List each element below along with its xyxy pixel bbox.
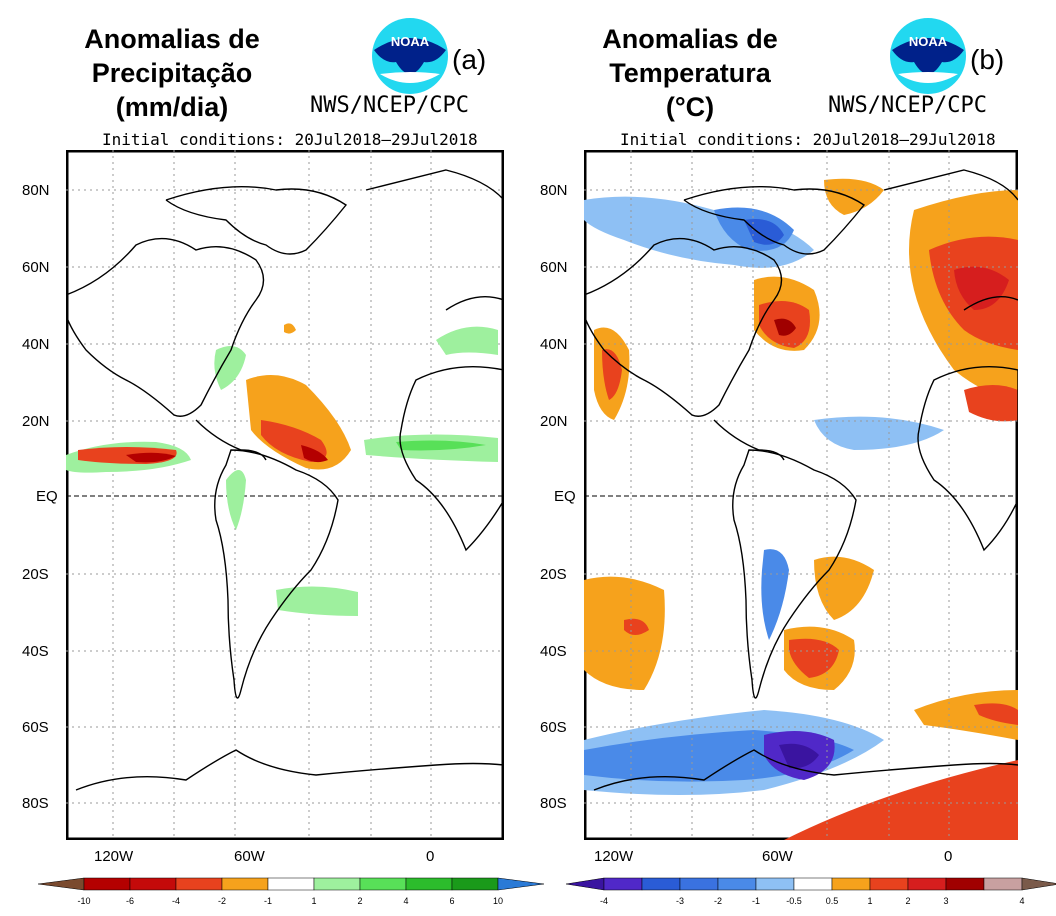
- title-line: Anomalias de: [602, 24, 778, 54]
- panel-label: (b): [970, 44, 1005, 75]
- initial-conditions: Initial conditions: 20Jul2018–29Jul2018: [102, 130, 478, 149]
- svg-text:1: 1: [311, 896, 316, 906]
- agency-label: NWS/NCEP/CPC: [828, 93, 987, 118]
- svg-text:-10: -10: [77, 896, 90, 906]
- lat-label: 80N: [22, 182, 50, 199]
- lat-label: 60N: [22, 259, 50, 276]
- longitude-labels: 120W 60W 0: [584, 848, 1018, 868]
- agency-label: NWS/NCEP/CPC: [310, 93, 469, 118]
- lat-label: 20S: [540, 566, 567, 583]
- lon-label: 0: [944, 848, 953, 865]
- lat-label: 20N: [22, 413, 50, 430]
- lon-label: 120W: [594, 848, 634, 865]
- lon-label: 0: [426, 848, 435, 865]
- lat-label: 40S: [22, 643, 49, 660]
- lat-label: EQ: [554, 488, 576, 505]
- lat-label: 60N: [540, 259, 568, 276]
- lat-label: EQ: [36, 488, 58, 505]
- lat-label: 20S: [22, 566, 49, 583]
- lat-label: 40N: [22, 336, 50, 353]
- title-line: Anomalias de: [84, 24, 260, 54]
- lat-label: 40N: [540, 336, 568, 353]
- latitude-labels: 80N 60N 40N 20N EQ 20S 40S 60S 80S: [540, 150, 584, 840]
- latitude-labels: 80N 60N 40N 20N EQ 20S 40S 60S 80S: [22, 150, 66, 840]
- svg-text:-2: -2: [714, 896, 722, 906]
- panel-label: (a): [452, 44, 487, 75]
- title-line: (mm/dia): [115, 92, 229, 122]
- noaa-logo-icon: NOAA: [890, 18, 966, 94]
- lat-label: 60S: [22, 719, 49, 736]
- lon-label: 60W: [234, 848, 265, 865]
- svg-text:4: 4: [403, 896, 408, 906]
- svg-text:2: 2: [357, 896, 362, 906]
- svg-text:-1: -1: [264, 896, 272, 906]
- temperature-anomaly-panel: Anomalias de Temperatura (°C) NOAA (b) N…: [518, 0, 1056, 916]
- svg-text:10: 10: [493, 896, 503, 906]
- svg-text:-0.5: -0.5: [786, 896, 802, 906]
- title-line: Precipitação: [91, 58, 253, 88]
- lat-label: 80S: [540, 795, 567, 812]
- lat-label: 20N: [540, 413, 568, 430]
- svg-text:-3: -3: [676, 896, 684, 906]
- initial-conditions: Initial conditions: 20Jul2018–29Jul2018: [620, 130, 996, 149]
- precipitation-map: [66, 150, 504, 840]
- svg-text:NOAA: NOAA: [909, 34, 948, 49]
- svg-text:-4: -4: [600, 896, 608, 906]
- title-line: (°C): [665, 92, 715, 122]
- svg-text:-1: -1: [752, 896, 760, 906]
- noaa-logo-icon: NOAA: [372, 18, 448, 94]
- svg-text:1: 1: [867, 896, 872, 906]
- svg-text:-4: -4: [172, 896, 180, 906]
- svg-text:6: 6: [449, 896, 454, 906]
- lat-label: 80S: [22, 795, 49, 812]
- lat-label: 60S: [540, 719, 567, 736]
- panel-title: Anomalias de Precipitação (mm/dia): [57, 22, 287, 124]
- longitude-labels: 120W 60W 0: [66, 848, 504, 868]
- lon-label: 120W: [94, 848, 134, 865]
- svg-text:-2: -2: [218, 896, 226, 906]
- svg-text:NOAA: NOAA: [391, 34, 430, 49]
- title-line: Temperatura: [609, 58, 771, 88]
- lat-label: 40S: [540, 643, 567, 660]
- temperature-map: [584, 150, 1018, 840]
- svg-text:-6: -6: [126, 896, 134, 906]
- svg-text:4: 4: [1019, 896, 1024, 906]
- svg-text:2: 2: [905, 896, 910, 906]
- panel-title: Anomalias de Temperatura (°C): [575, 22, 805, 124]
- precipitation-anomaly-panel: Anomalias de Precipitação (mm/dia) NOAA …: [22, 18, 545, 906]
- lat-label: 80N: [540, 182, 568, 199]
- svg-text:3: 3: [943, 896, 948, 906]
- precipitation-colorbar: -10 -6 -4 -2 -1 1 2 4 6 10: [38, 877, 545, 906]
- temperature-colorbar: -4 -3 -2 -1 -0.5 0.5 1 2 3 4: [566, 877, 1056, 906]
- lon-label: 60W: [762, 848, 793, 865]
- svg-text:0.5: 0.5: [826, 896, 839, 906]
